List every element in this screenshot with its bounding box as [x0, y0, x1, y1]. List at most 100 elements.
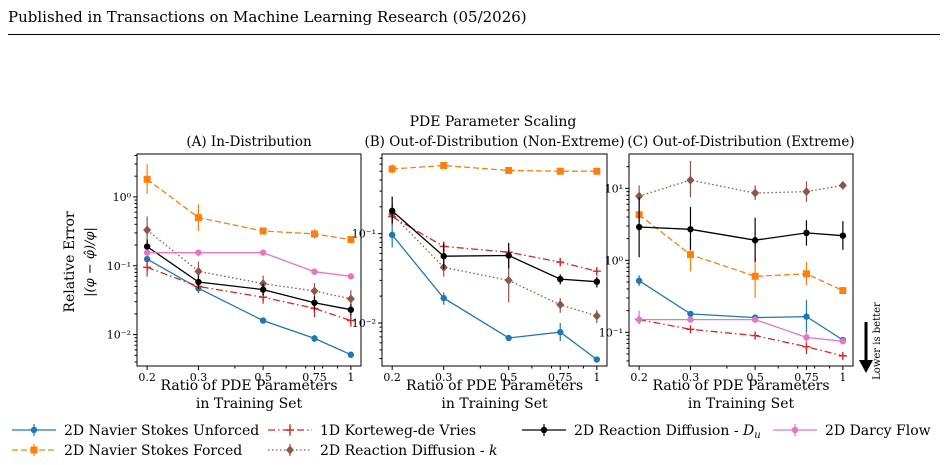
y-tick-label: 10⁻¹ [352, 228, 376, 241]
data-point [686, 251, 694, 259]
series-kdv [635, 315, 847, 360]
data-point [593, 356, 601, 363]
data-point [803, 229, 810, 237]
legend-marker [286, 426, 294, 434]
data-point [440, 252, 447, 260]
axes-frame [381, 153, 608, 367]
data-point [259, 227, 267, 235]
legend-entry-nsu: 2D Navier Stokes Unforced [12, 423, 259, 439]
legend-marker [30, 446, 38, 454]
y-tick-label: 10⁻¹ [599, 326, 623, 339]
data-point [839, 338, 847, 345]
series-line [391, 216, 597, 272]
legend-marker [30, 426, 38, 434]
data-point [388, 207, 396, 215]
data-point [592, 267, 601, 276]
data-point [751, 272, 759, 280]
x-axis-label: Ratio of PDE Parameters [652, 378, 829, 394]
data-point [194, 266, 203, 276]
y-tick-label: 10⁻² [107, 329, 131, 342]
data-point [687, 310, 694, 318]
legend-entry-rdk: 2D Reaction Diffusion - k [268, 443, 497, 459]
series-nsf [143, 164, 355, 244]
data-point [143, 249, 151, 256]
series-nsf [388, 161, 601, 175]
x-tick-label: 0.5 [500, 371, 518, 384]
series-nsu [143, 255, 355, 358]
data-point [557, 275, 564, 283]
data-point [556, 167, 564, 175]
data-point [310, 286, 319, 296]
data-point [143, 263, 152, 272]
axes-frame [136, 153, 362, 367]
series-line [147, 252, 351, 278]
data-point [802, 187, 811, 197]
data-point [311, 335, 318, 342]
x-tick-label: 0.75 [794, 371, 819, 384]
series-rdu [635, 197, 847, 262]
x-tick-label: 0.5 [254, 371, 272, 384]
legend-entry-darcy: 2D Darcy Flow [773, 423, 931, 439]
data-point [195, 278, 202, 286]
series-rdk [388, 203, 601, 323]
data-point [751, 237, 759, 244]
header-rule [8, 34, 940, 35]
y-tick-label: 10⁻¹ [107, 260, 131, 273]
legend-marker [286, 445, 294, 455]
figure-suptitle: PDE Parameter Scaling [410, 114, 577, 130]
data-point [839, 287, 847, 295]
series-line [146, 258, 352, 356]
down-arrow-head [859, 360, 873, 373]
legend-marker [540, 426, 548, 434]
x-tick-label: 0.75 [548, 371, 573, 384]
data-point [592, 311, 601, 321]
series-nsf [635, 207, 847, 298]
data-point [635, 277, 643, 284]
legend-label: 2D Navier Stokes Forced [64, 443, 242, 459]
data-point [143, 175, 151, 183]
x-tick-label: 0.5 [746, 371, 764, 384]
series-darcy [635, 310, 847, 345]
x-axis-label: Ratio of PDE Parameters [406, 378, 583, 394]
panel-title: (B) Out-of-Distribution (Non-Extreme) [364, 134, 624, 150]
data-point [194, 214, 202, 222]
data-point [388, 165, 396, 173]
data-point [310, 230, 318, 238]
data-point [347, 273, 355, 280]
data-point [259, 286, 267, 293]
data-point [802, 342, 811, 351]
x-axis-label-line2: in Training Set [688, 396, 795, 412]
data-point [687, 226, 694, 233]
legend-marker [791, 426, 799, 434]
data-point [802, 270, 810, 278]
x-tick-label: 1 [347, 371, 354, 384]
data-point [311, 299, 318, 306]
data-point [556, 300, 565, 310]
data-point [388, 231, 396, 239]
x-tick-label: 0.2 [138, 371, 156, 384]
legend-label: 2D Reaction Diffusion - Du [574, 423, 761, 441]
series-rdk [143, 216, 355, 308]
series-nsu [388, 223, 601, 363]
series-nsu [635, 275, 847, 344]
data-point [259, 317, 267, 324]
data-point [347, 351, 355, 358]
data-point [195, 249, 202, 256]
x-tick-label: 0.3 [190, 371, 208, 384]
series-darcy [143, 249, 355, 280]
annotation-label: Lower is better [872, 302, 883, 380]
data-point [803, 334, 810, 341]
panel-a: (A) In-Distribution 0.2 0.3 0.5 0.75 1 10⁻² 10⁻… [107, 134, 362, 412]
y-axis-formula: |(φ − φ̂)/φ| [83, 227, 98, 297]
data-point [686, 175, 695, 185]
data-point [505, 252, 512, 259]
y-tick-label: 10⁰ [605, 254, 624, 267]
data-point [505, 166, 513, 174]
data-point [751, 331, 760, 340]
legend-label: 2D Darcy Flow [825, 423, 931, 439]
data-point [440, 294, 447, 302]
x-axis-label-line2: in Training Set [196, 396, 303, 412]
series-line [391, 213, 597, 317]
y-tick-label: 10⁻² [352, 317, 376, 330]
data-point [504, 275, 513, 285]
